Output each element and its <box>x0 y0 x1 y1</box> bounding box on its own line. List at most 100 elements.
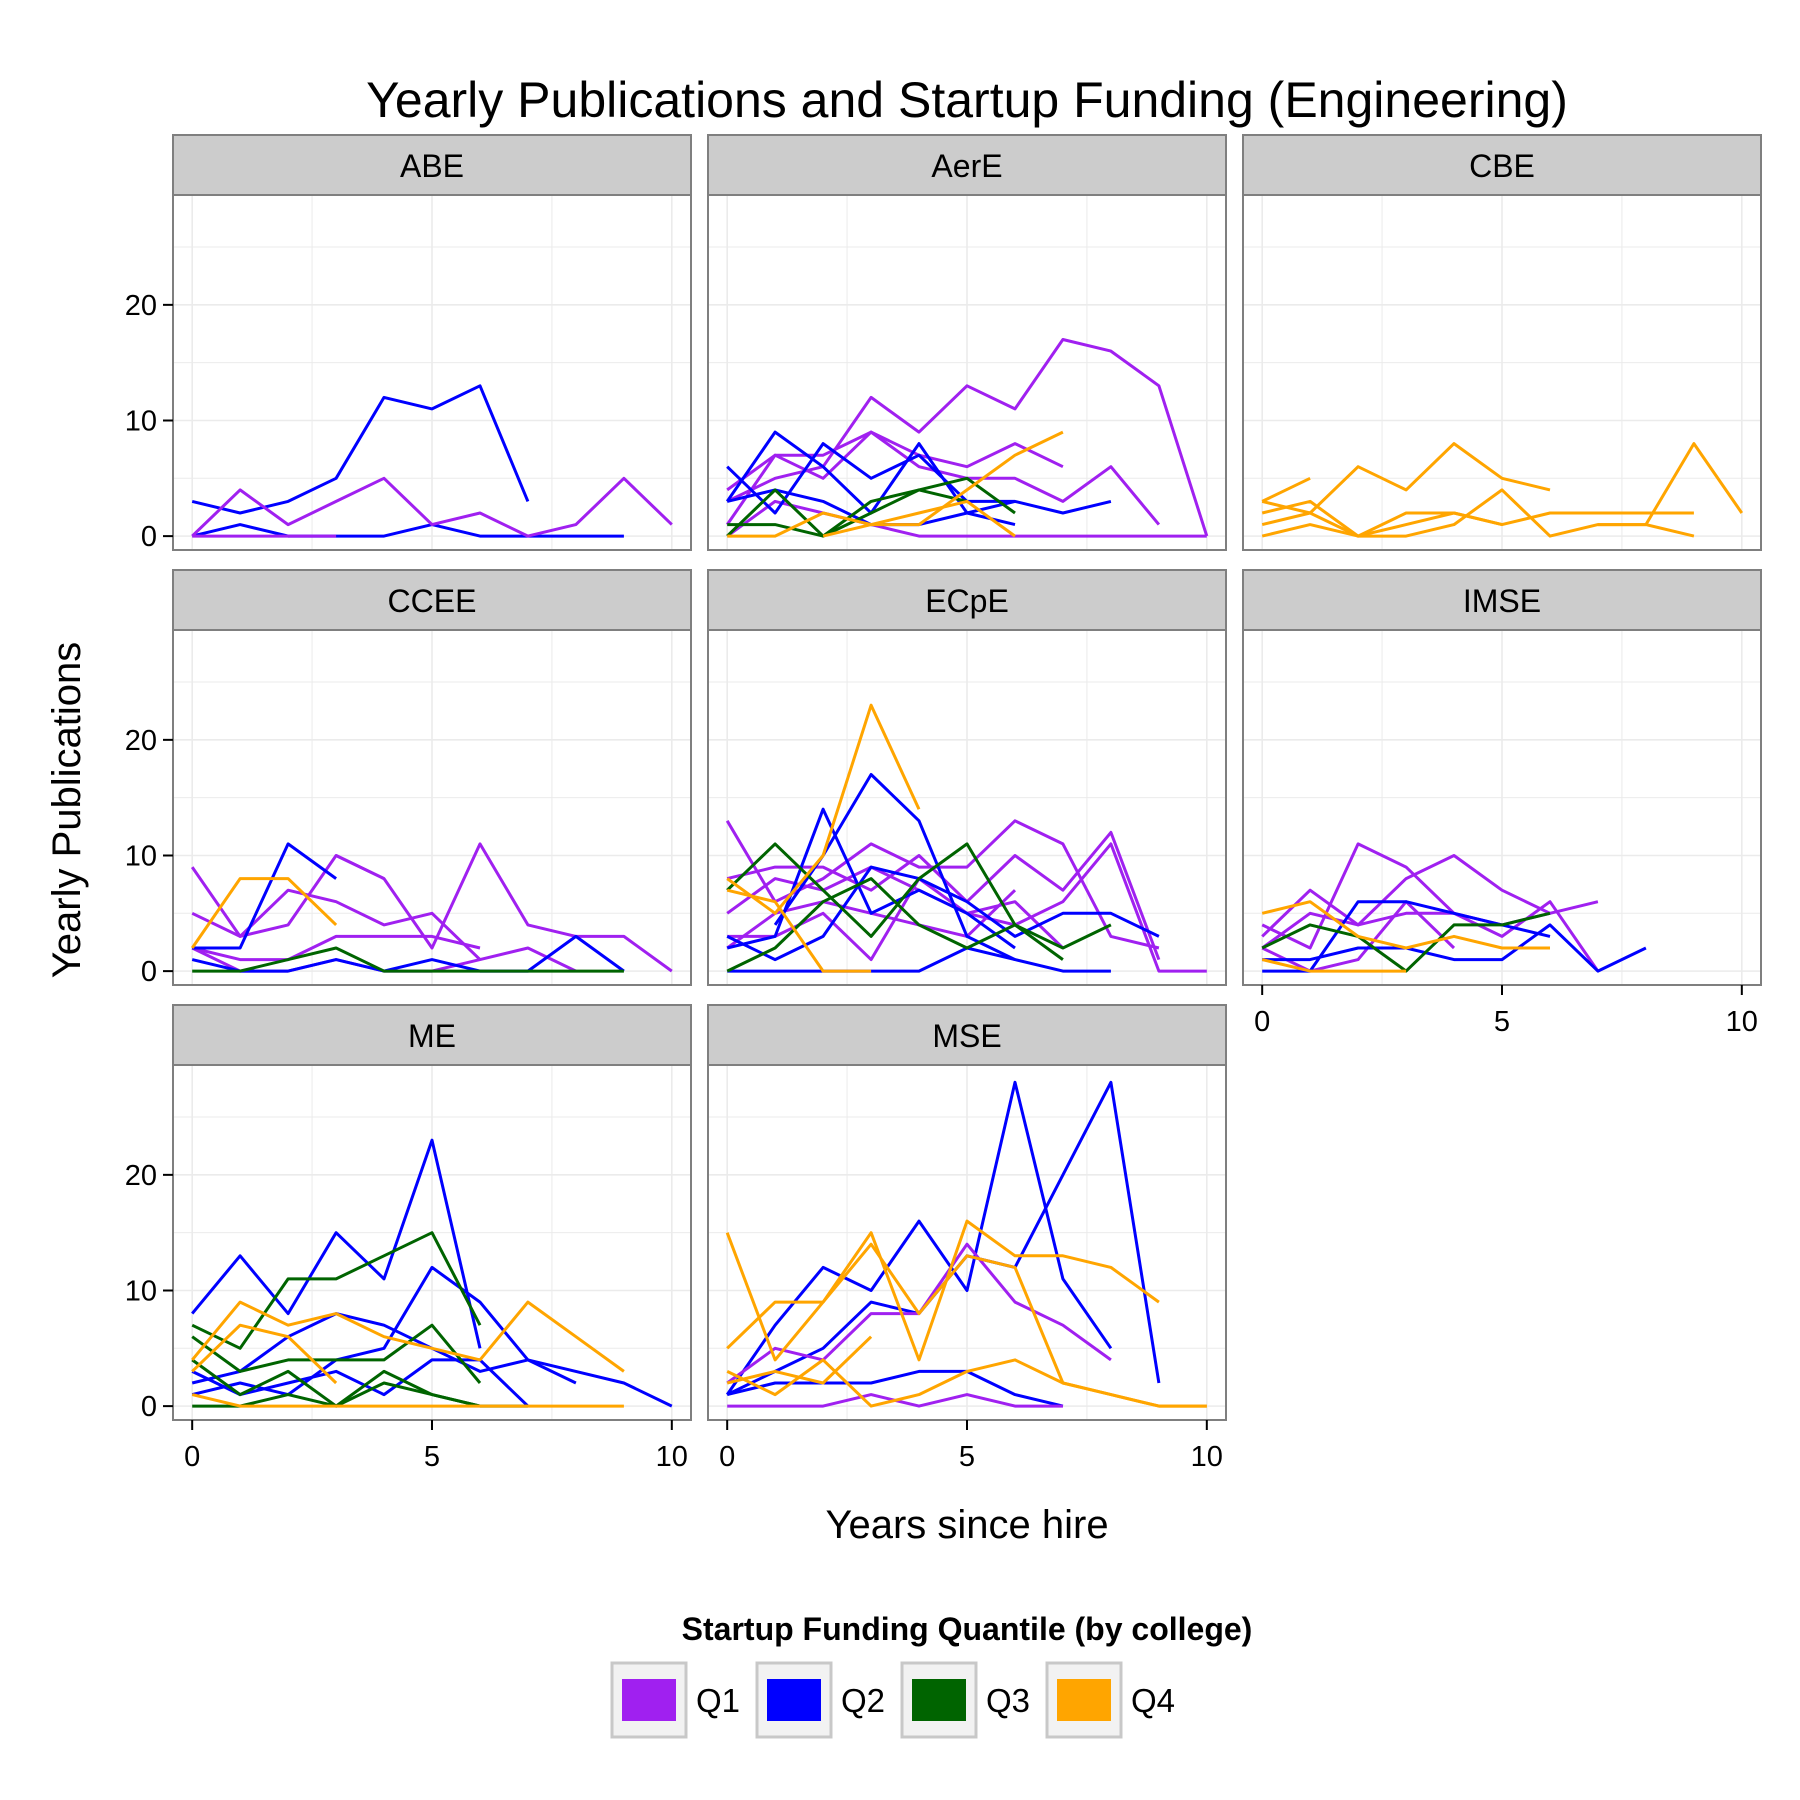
y-tick-label: 0 <box>141 521 157 553</box>
series-line-ecpe-q2-7 <box>726 865 1160 962</box>
series-line-cbe-q4-3 <box>1597 442 1744 527</box>
series-line-ecpe-q2-8 <box>727 946 1111 973</box>
x-tick-label: 0 <box>1254 1006 1270 1038</box>
series-line-abe-q2-0 <box>191 384 530 515</box>
series-line-aere-q4-10 <box>822 499 1016 538</box>
series-line-ccee-q1-0 <box>190 842 673 973</box>
series-line-aere-q4-9 <box>727 430 1064 538</box>
legend-label-q2: Q2 <box>841 1682 885 1719</box>
strip-label-imse: IMSE <box>1463 583 1541 619</box>
series-line-ecpe-q2-5 <box>726 807 1016 950</box>
panel-ccee: CCEE 0 10 20 <box>125 569 692 988</box>
strip-label-aere: AerE <box>931 148 1002 184</box>
panel-cbe: CBE <box>1242 134 1762 551</box>
legend-item-q3: Q3 <box>900 1661 1030 1739</box>
series-line-aere-q1-1 <box>725 430 1064 526</box>
legend-swatch-q3 <box>912 1679 966 1721</box>
series-line-ecpe-q3-9 <box>726 842 1112 950</box>
series-line-ecpe-q1-4 <box>727 877 1064 962</box>
series-group-imse <box>1261 842 1647 973</box>
strip-cbe <box>1242 134 1762 196</box>
x-tick-label: 10 <box>656 1441 688 1473</box>
series-line-me-q2-3 <box>191 1358 529 1408</box>
series-line-ccee-q2-5 <box>192 842 337 950</box>
series-line-mse-q2-0 <box>725 1080 1113 1396</box>
grid-me <box>173 1065 691 1420</box>
grid-ecpe <box>708 630 1226 985</box>
series-line-me-q4-9 <box>191 1323 338 1385</box>
series-line-imse-q1-3 <box>1261 900 1456 973</box>
strip-mse <box>707 1004 1227 1066</box>
strip-me <box>172 1004 692 1066</box>
series-line-ecpe-q3-10 <box>726 877 1064 973</box>
series-line-ccee-q1-4 <box>335 854 385 880</box>
series-line-aere-q1-2 <box>726 430 1161 526</box>
panel-border-cbe <box>1242 194 1762 551</box>
series-line-me-q3-7 <box>192 1381 528 1408</box>
series-line-imse-q1-1 <box>1261 854 1599 938</box>
x-tick-label: 0 <box>719 1441 735 1473</box>
legend-swatch-q1 <box>622 1679 676 1721</box>
x-axis-title: Years since hire <box>825 1503 1108 1547</box>
x-tick-label: 5 <box>959 1441 975 1473</box>
strip-label-abe: ABE <box>400 148 464 184</box>
series-line-cbe-q4-5 <box>1261 476 1311 503</box>
series-line-imse-q2-5 <box>1262 923 1647 973</box>
y-axis-title: Yearly Publications <box>45 642 89 979</box>
strip-label-me: ME <box>408 1018 456 1054</box>
y-tick-label: 10 <box>125 405 157 437</box>
legend-title: Startup Funding Quantile (by college) <box>682 1611 1253 1647</box>
series-line-ccee-q2-6 <box>191 934 625 973</box>
series-line-me-q3-4 <box>191 1231 482 1350</box>
series-group-ccee <box>190 842 673 973</box>
series-group-cbe <box>1261 442 1744 538</box>
series-line-imse-q4-7 <box>1261 900 1550 950</box>
series-line-imse-q1-0 <box>1261 842 1600 972</box>
series-line-me-q4-10 <box>191 1393 624 1408</box>
panel-border-ecpe <box>707 629 1227 986</box>
series-line-aere-q3-7 <box>727 476 1016 538</box>
strip-label-cbe: CBE <box>1469 148 1535 184</box>
panel-aere: AerE <box>707 134 1227 551</box>
series-line-me-q4-8 <box>191 1300 625 1373</box>
y-tick-label: 20 <box>125 1160 157 1192</box>
series-line-ccee-q3-7 <box>192 946 624 973</box>
strip-label-mse: MSE <box>932 1018 1001 1054</box>
x-tick-label: 5 <box>1494 1006 1510 1038</box>
y-tick-label: 0 <box>141 956 157 988</box>
x-tick-label: 0 <box>184 1441 200 1473</box>
series-line-cbe-q4-4 <box>1261 511 1503 538</box>
series-line-mse-q4-7 <box>726 1358 1207 1408</box>
panel-mse: MSE 0 5 10 <box>707 1004 1227 1473</box>
series-group-me <box>191 1138 673 1408</box>
series-line-aere-q3-8 <box>726 488 968 538</box>
legend-label-q4: Q4 <box>1131 1682 1175 1719</box>
strip-label-ecpe: ECpE <box>925 583 1009 619</box>
series-line-abe-q1-2 <box>191 476 673 538</box>
y-tick-label: 10 <box>125 840 157 872</box>
y-tick-label: 10 <box>125 1275 157 1307</box>
series-line-mse-q4-8 <box>726 1335 873 1385</box>
x-tick-label: 10 <box>1191 1441 1223 1473</box>
series-line-ccee-q4-8 <box>190 877 338 949</box>
y-tick-label: 20 <box>125 290 157 322</box>
series-line-abe-q2-1 <box>191 523 624 538</box>
legend-item-q4: Q4 <box>1045 1661 1175 1739</box>
panel-ecpe: ECpE <box>707 569 1227 986</box>
y-tick-label: 0 <box>141 1391 157 1423</box>
x-tick-label: 10 <box>1726 1006 1758 1038</box>
series-group-abe <box>191 384 673 538</box>
strip-label-ccee: CCEE <box>388 583 477 619</box>
series-line-aere-q2-4 <box>726 442 1112 515</box>
y-tick-label: 20 <box>125 725 157 757</box>
panel-border-abe <box>172 194 692 551</box>
series-line-mse-q2-2 <box>726 1369 1064 1408</box>
strip-ccee <box>172 569 692 631</box>
x-tick-label: 5 <box>424 1441 440 1473</box>
legend-item-q1: Q1 <box>610 1661 740 1739</box>
strip-aere <box>707 134 1227 196</box>
series-line-aere-q1-3 <box>726 499 1207 538</box>
legend: Startup Funding Quantile (by college) Q1… <box>610 1611 1253 1739</box>
